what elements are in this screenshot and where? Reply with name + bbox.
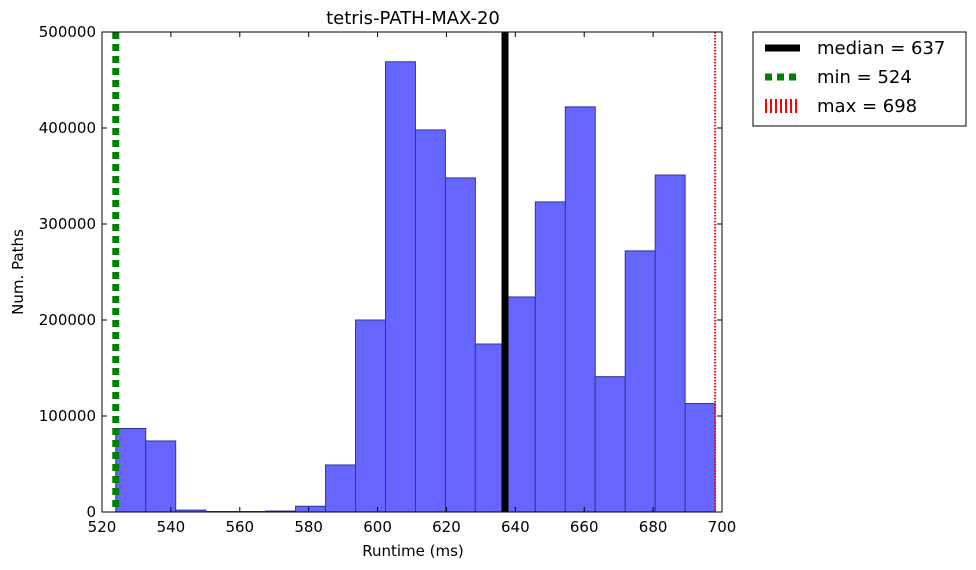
legend-label: max = 698 — [817, 96, 917, 117]
x-tick-label: 680 — [639, 518, 668, 536]
histogram-bar — [444, 177, 476, 513]
y-tick-label: 300000 — [39, 215, 96, 233]
y-axis-label: Num. Paths — [9, 229, 27, 315]
x-tick-label: 600 — [363, 518, 392, 536]
histogram-bar — [384, 61, 416, 513]
legend: median = 637 min = 524 max = 698 — [752, 31, 967, 127]
histogram-bar — [504, 296, 536, 513]
histogram-bar — [325, 464, 357, 513]
plot-frame — [101, 31, 723, 513]
histogram-bar — [654, 174, 686, 513]
x-tick-label: 620 — [432, 518, 461, 536]
reference-lines — [112, 32, 717, 512]
histogram-bar — [564, 106, 596, 513]
x-axis-label: Runtime (ms) — [362, 542, 464, 560]
histogram-bar — [115, 427, 147, 513]
x-tick-label: 540 — [157, 518, 186, 536]
y-tick-label: 200000 — [39, 311, 96, 329]
y-axis-ticks: 0 100000 200000 300000 400000 500000 — [39, 23, 722, 521]
histogram-bar — [414, 129, 446, 513]
histogram-bar — [355, 319, 386, 513]
x-tick-label: 580 — [294, 518, 323, 536]
histogram-bar — [145, 440, 177, 513]
y-tick-label: 0 — [86, 503, 96, 521]
histogram-bar — [295, 505, 327, 513]
histogram-bar — [594, 376, 626, 513]
x-tick-label: 700 — [708, 518, 737, 536]
x-tick-label: 520 — [88, 518, 117, 536]
histogram-bars — [115, 61, 716, 513]
y-tick-label: 500000 — [39, 23, 96, 41]
x-tick-label: 560 — [225, 518, 254, 536]
legend-label: min = 524 — [817, 67, 912, 88]
x-axis-ticks: 520 540 560 580 600 620 640 660 680 700 — [88, 32, 737, 536]
chart-title: tetris-PATH-MAX-20 — [326, 8, 500, 29]
histogram-bar — [684, 403, 716, 513]
histogram-bar — [534, 201, 566, 513]
y-tick-label: 400000 — [39, 119, 96, 137]
legend-label: median = 637 — [817, 38, 945, 59]
x-tick-label: 640 — [501, 518, 530, 536]
x-tick-label: 660 — [570, 518, 599, 536]
histogram-bar — [474, 343, 506, 513]
histogram-bar — [624, 250, 656, 513]
y-tick-label: 100000 — [39, 407, 96, 425]
